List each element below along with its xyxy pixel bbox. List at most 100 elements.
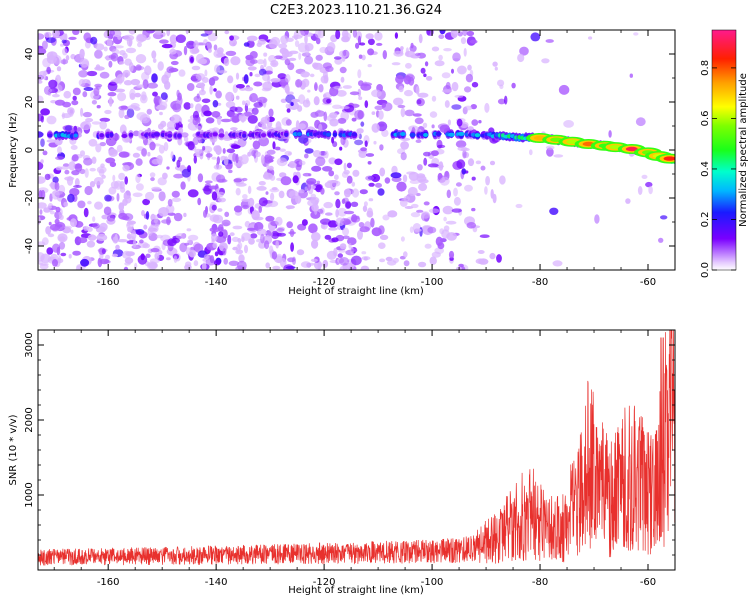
noise-blob [151,73,158,83]
noise-blob [452,52,461,62]
noise-blob [41,40,48,50]
snr-y-label: SNR (10 * v/v) [8,414,19,485]
noise-blob [238,254,245,263]
noise-blob [135,173,141,184]
noise-blob [213,164,223,170]
noise-blob [187,189,199,198]
noise-blob [116,193,120,202]
noise-blob [112,30,122,38]
noise-blob [327,42,336,52]
signal-blob [73,133,79,138]
noise-blob [451,208,462,213]
colorbar-tick-label: 0.8 [700,60,711,76]
noise-blob [400,236,405,242]
noise-blob [466,222,477,229]
noise-blob [168,67,179,73]
noise-blob [405,62,412,69]
noise-blob [122,164,130,172]
noise-blob [417,164,423,171]
noise-blob [49,223,61,231]
noise-blob [300,71,311,78]
noise-blob [311,232,321,242]
noise-blob [407,186,418,197]
noise-blob [431,46,440,52]
noise-blob [142,117,147,122]
noise-blob [334,58,343,65]
noise-blob [193,243,204,253]
noise-blob [93,177,104,186]
noise-blob [339,106,350,110]
signal-blob [47,133,53,138]
noise-blob [152,58,157,63]
noise-blob [87,234,97,241]
noise-blob [333,56,342,60]
noise-blob [370,173,381,183]
noise-blob [489,252,496,260]
noise-blob [111,253,118,258]
noise-blob [358,222,365,228]
noise-blob [195,103,203,113]
x-tick-label: -140 [205,577,228,588]
noise-blob [101,248,106,255]
noise-blob [296,249,305,256]
noise-blob [258,197,268,207]
noise-blob [471,207,476,212]
noise-blob [276,157,288,167]
noise-blob [175,233,186,240]
noise-blob [213,259,221,266]
noise-blob [99,71,110,79]
noise-blob [59,236,66,242]
noise-blob [43,31,52,38]
noise-blob [99,222,108,232]
signal-blob [167,133,173,138]
noise-blob [60,43,64,47]
noise-blob [203,209,207,218]
noise-blob [448,250,455,259]
noise-blob [107,81,118,92]
noise-blob [67,107,75,115]
noise-blob [437,242,445,250]
noise-blob [146,108,152,115]
noise-blob [249,72,253,77]
noise-blob [197,173,204,183]
noise-blob [414,228,422,232]
noise-blob [441,72,451,79]
noise-blob [243,111,253,117]
noise-blob [311,203,319,212]
noise-blob [94,49,103,59]
noise-blob [71,170,80,176]
noise-blob [193,40,199,50]
noise-blob [231,144,241,149]
noise-blob [335,217,345,227]
noise-blob [262,73,270,82]
noise-blob [382,214,390,221]
noise-blob [95,43,105,51]
noise-blob [324,150,329,159]
noise-blob [118,151,130,158]
noise-blob [38,215,46,221]
noise-blob [393,97,404,106]
noise-blob [351,248,358,252]
noise-blob [155,104,166,110]
noise-blob [64,169,70,175]
noise-blob [65,55,70,61]
noise-blob [117,239,128,243]
noise-blob [68,161,76,171]
noise-blob [287,257,296,263]
noise-blob [40,253,51,264]
noise-blob [68,253,72,259]
noise-blob [453,187,458,197]
noise-blob [114,88,126,93]
noise-blob [201,98,211,104]
noise-blob [72,87,81,96]
noise-blob [275,216,283,226]
noise-blob [118,172,126,181]
noise-blob [201,262,207,270]
noise-blob [305,97,310,104]
noise-blob [377,188,385,196]
noise-blob [40,108,50,116]
noise-blob [145,191,155,201]
noise-blob [112,174,116,182]
noise-blob [218,231,224,237]
noise-blob [235,182,247,187]
